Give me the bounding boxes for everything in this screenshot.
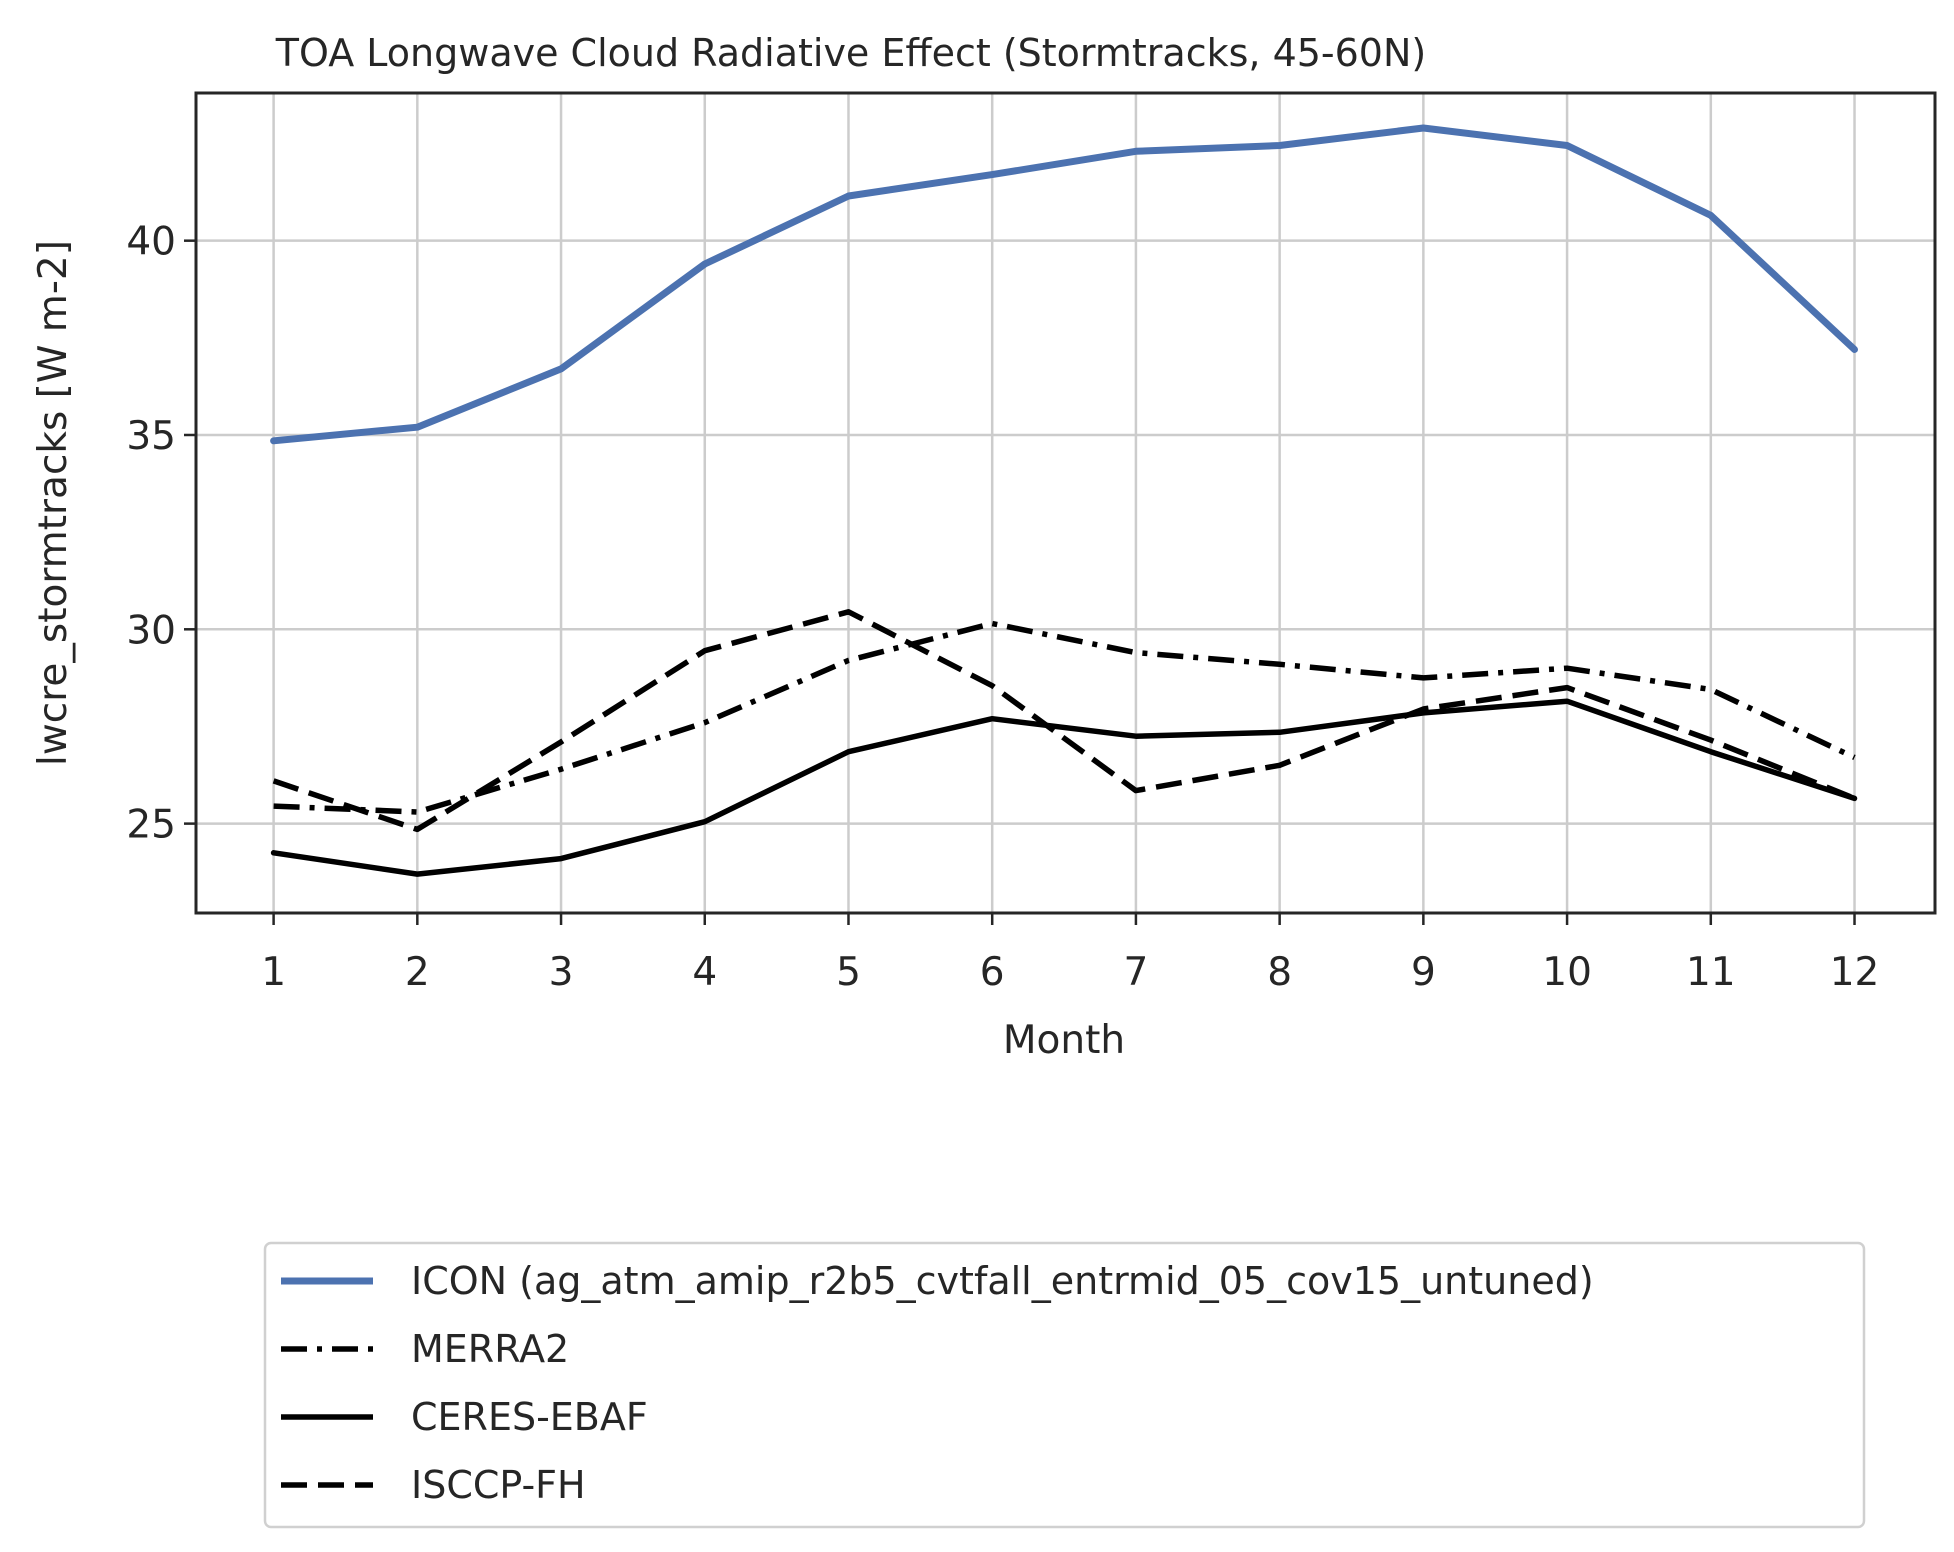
series-line-icon [270,124,1858,445]
x-tick-label: 1 [261,950,286,995]
x-tick-label: 6 [980,950,1005,995]
legend-frame [263,1241,1866,1529]
x-axis: 1 2 3 4 5 6 7 8 9 10 11 12 [261,913,1879,995]
x-tick-label: 8 [1267,950,1292,995]
series-line-isccp-fh [272,609,1856,833]
x-tick-label: 5 [836,950,861,995]
plot-frame [194,91,1937,915]
x-tick-label: 3 [549,950,574,995]
y-tick-label: 35 [126,414,176,459]
series-line-merra2 [273,620,1856,815]
x-tick-label: 7 [1124,950,1149,995]
x-tick-label: 9 [1411,950,1436,995]
legend-label: CERES-EBAF [411,1395,648,1439]
y-axis-label: lwcre_stormtracks [W m-2] [31,240,76,766]
legend-label: ISCCP-FH [411,1463,586,1507]
legend: ICON (ag_atm_amip_r2b5_cvtfall_entrmid_0… [263,1241,1866,1529]
y-tick-label: 30 [126,608,176,653]
legend-label: MERRA2 [411,1327,569,1371]
x-tick-label: 4 [692,950,717,995]
x-tick-label: 12 [1830,950,1880,995]
legend-label: ICON (ag_atm_amip_r2b5_cvtfall_entrmid_0… [411,1259,1594,1303]
series-line-ceres-ebaf [270,698,1858,877]
x-axis-label: Month [1003,1018,1125,1063]
x-tick-label: 10 [1542,950,1592,995]
x-tick-label: 11 [1686,950,1736,995]
chart-title: TOA Longwave Cloud Radiative Effect (Sto… [275,31,1426,75]
grid [196,93,1935,913]
y-axis: 25 30 35 40 [126,220,196,848]
legend-items: ICON (ag_atm_amip_r2b5_cvtfall_entrmid_0… [281,1259,1594,1507]
y-tick-label: 25 [126,803,176,848]
y-tick-label: 40 [126,220,176,265]
series-group [270,124,1858,877]
x-tick-label: 2 [405,950,430,995]
